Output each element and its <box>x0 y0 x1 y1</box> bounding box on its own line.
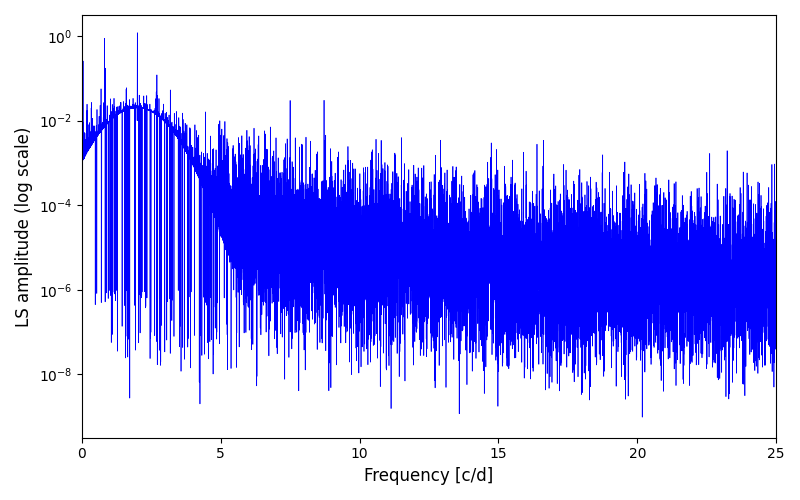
X-axis label: Frequency [c/d]: Frequency [c/d] <box>364 467 494 485</box>
Y-axis label: LS amplitude (log scale): LS amplitude (log scale) <box>15 126 33 326</box>
